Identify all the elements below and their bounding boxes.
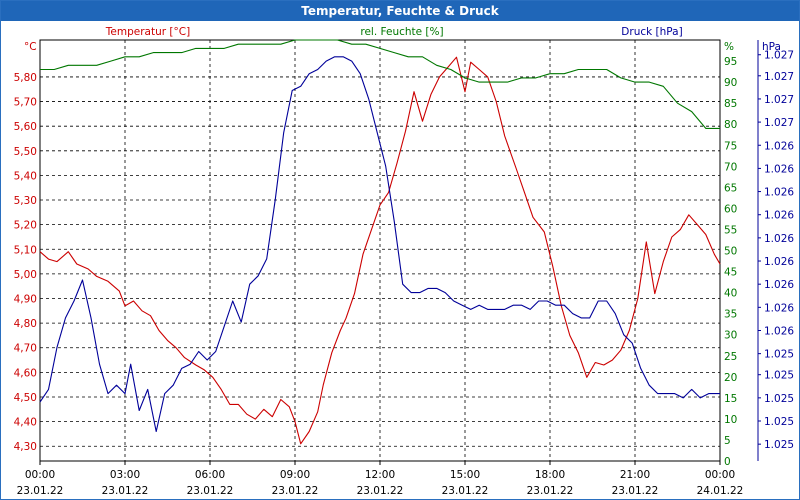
temperature-tick-label: 4,70 — [14, 343, 37, 355]
humidity-tick-label: 85 — [724, 98, 737, 110]
humidity-tick-label: 20 — [724, 372, 737, 384]
x-tick-time: 21:00 — [620, 469, 650, 481]
temperature-tick-label: 4,40 — [14, 417, 37, 429]
legend-temperature: Temperatur [°C] — [105, 26, 190, 38]
humidity-tick-label: 80 — [724, 119, 737, 131]
pressure-tick-label: 1.026 — [764, 163, 794, 175]
humidity-tick-label: 35 — [724, 309, 737, 321]
x-tick-date: 23.01.22 — [272, 485, 319, 497]
temperature-tick-label: 4,90 — [14, 294, 37, 306]
legend-humidity: rel. Feuchte [%] — [360, 26, 443, 38]
humidity-tick-label: 70 — [724, 161, 737, 173]
humidity-tick-label: 30 — [724, 330, 737, 342]
humidity-tick-label: 15 — [724, 393, 737, 405]
humidity-tick-label: 45 — [724, 267, 737, 279]
temperature-tick-label: 4,80 — [14, 318, 37, 330]
pressure-tick-label: 1.026 — [764, 140, 794, 152]
temperature-unit: °C — [24, 41, 37, 53]
humidity-tick-label: 40 — [724, 288, 737, 300]
x-tick-date: 23.01.22 — [17, 485, 64, 497]
pressure-tick-label: 1.025 — [764, 439, 794, 451]
pressure-tick-label: 1.025 — [764, 416, 794, 428]
x-tick-date: 23.01.22 — [187, 485, 234, 497]
series-line-temperature — [39, 56, 721, 445]
temperature-tick-label: 4,60 — [14, 367, 37, 379]
humidity-tick-label: 55 — [724, 224, 737, 236]
temperature-tick-label: 5,60 — [14, 121, 37, 133]
pressure-tick-label: 1.026 — [764, 233, 794, 245]
pressure-tick-label: 1.026 — [764, 325, 794, 337]
pressure-tick-label: 1.027 — [764, 71, 794, 83]
pressure-tick-label: 1.026 — [764, 256, 794, 268]
humidity-tick-label: 25 — [724, 351, 737, 363]
pressure-tick-label: 1.026 — [764, 187, 794, 199]
humidity-tick-label: 10 — [724, 414, 737, 426]
x-tick-time: 00:00 — [705, 469, 735, 481]
x-tick-time: 18:00 — [535, 469, 565, 481]
x-tick-time: 15:00 — [450, 469, 480, 481]
temperature-tick-label: 5,80 — [14, 72, 37, 84]
x-tick-time: 09:00 — [280, 469, 310, 481]
series-lines — [39, 39, 721, 445]
x-tick-date: 23.01.22 — [102, 485, 149, 497]
temperature-tick-label: 4,50 — [14, 392, 37, 404]
x-tick-date: 24.01.22 — [697, 485, 744, 497]
humidity-tick-label: 75 — [724, 140, 737, 152]
temperature-tick-label: 5,50 — [14, 146, 37, 158]
pressure-tick-label: 1.026 — [764, 210, 794, 222]
humidity-tick-label: 65 — [724, 182, 737, 194]
chart-title: Temperatur, Feuchte & Druck — [1, 1, 799, 21]
humidity-tick-label: 90 — [724, 77, 737, 89]
pressure-tick-label: 1.025 — [764, 393, 794, 405]
humidity-tick-label: 0 — [724, 456, 731, 468]
temperature-tick-label: 5,70 — [14, 97, 37, 109]
x-tick-time: 06:00 — [195, 469, 225, 481]
temperature-tick-label: 5,00 — [14, 269, 37, 281]
series-line-pressure — [39, 56, 720, 433]
x-tick-date: 23.01.22 — [357, 485, 404, 497]
humidity-tick-label: 50 — [724, 246, 737, 258]
x-tick-time: 12:00 — [365, 469, 395, 481]
pressure-tick-label: 1.026 — [764, 279, 794, 291]
temperature-tick-label: 4,30 — [14, 441, 37, 453]
pressure-tick-label: 1.027 — [764, 117, 794, 129]
humidity-tick-label: 95 — [724, 56, 737, 68]
pressure-unit: hPa — [762, 41, 781, 53]
legend-pressure: Druck [hPa] — [621, 26, 682, 38]
temperature-tick-label: 5,10 — [14, 244, 37, 256]
pressure-tick-label: 1.025 — [764, 349, 794, 361]
axes: 4,30 4,40 4,50 4,60 4,70 4,80 4,90 5,00 5,10 5,20… — [14, 40, 794, 497]
x-tick-date: 23.01.22 — [527, 485, 574, 497]
temperature-tick-label: 5,40 — [14, 170, 37, 182]
temperature-tick-label: 5,20 — [14, 220, 37, 232]
x-tick-time: 00:00 — [25, 469, 55, 481]
humidity-unit: % — [724, 41, 734, 53]
temperature-tick-label: 5,30 — [14, 195, 37, 207]
humidity-tick-label: 60 — [724, 203, 737, 215]
pressure-tick-label: 1.027 — [764, 94, 794, 106]
pressure-tick-label: 1.027 — [764, 50, 794, 62]
pressure-tick-label: 1.026 — [764, 302, 794, 314]
x-tick-time: 03:00 — [110, 469, 140, 481]
humidity-tick-label: 5 — [724, 435, 731, 447]
series-line-humidity — [40, 39, 720, 129]
x-tick-date: 23.01.22 — [612, 485, 659, 497]
grid — [40, 40, 720, 461]
x-tick-date: 23.01.22 — [442, 485, 489, 497]
pressure-tick-label: 1.025 — [764, 370, 794, 382]
